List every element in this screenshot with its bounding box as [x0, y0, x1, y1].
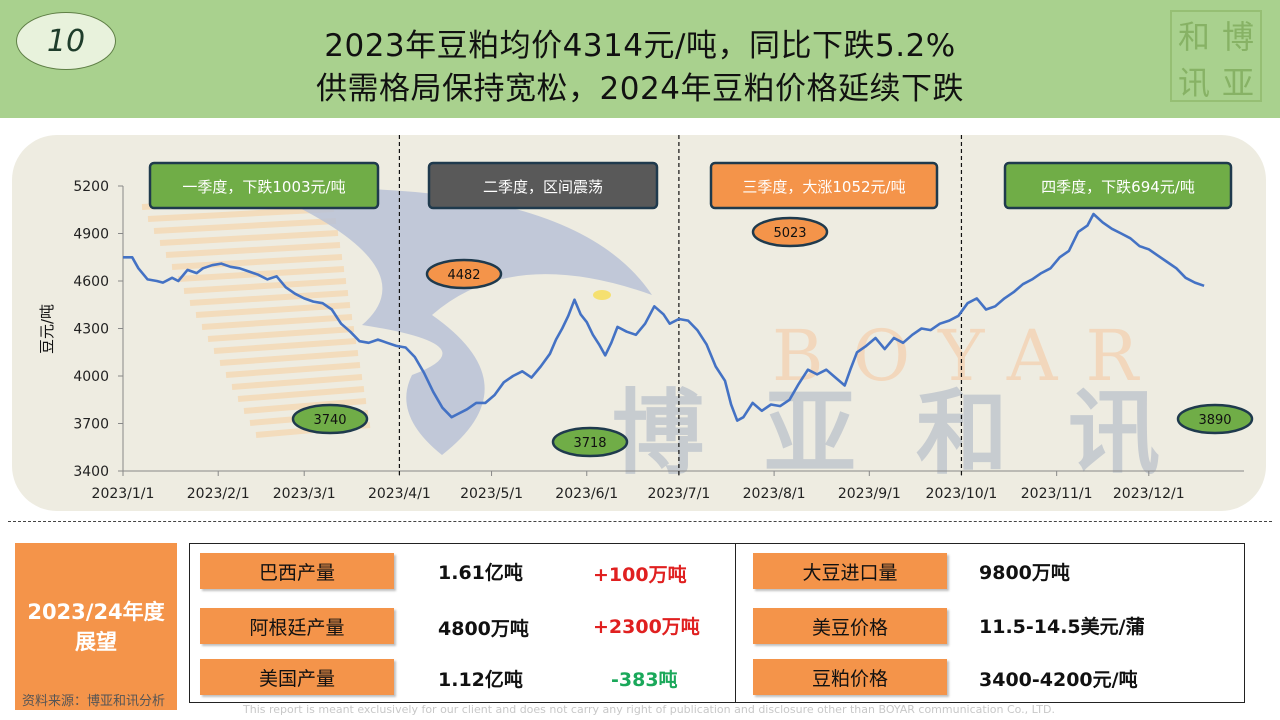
outlook-table: 巴西产量 1.61亿吨 +100万吨 阿根廷产量 4800万吨 +2300万吨 … — [189, 543, 1245, 703]
y-tick-label: 4900 — [73, 227, 109, 243]
watermark-stripe — [159, 230, 339, 246]
x-tick-label: 2023/8/1 — [743, 486, 806, 502]
price-callout-label: 3740 — [313, 413, 346, 428]
x-tick-label: 2023/5/1 — [460, 486, 523, 502]
watermark-stripe — [225, 362, 361, 378]
outlook-label-box: 2023/24年度 展望 — [15, 543, 177, 710]
us-soy-price-tag: 美豆价格 — [753, 608, 947, 644]
watermark-boyar-text: BOYAR — [772, 315, 1166, 397]
watermark-stripe — [201, 314, 353, 330]
brazil-output-change: +100万吨 — [593, 564, 687, 586]
price-callout-label: 4482 — [447, 268, 480, 283]
y-tick-label: 3700 — [73, 417, 109, 433]
outlook-label-line2: 展望 — [75, 629, 117, 654]
seal-char: 和 — [1177, 18, 1210, 56]
soy-import-tag: 大豆进口量 — [753, 553, 947, 589]
page-title-line1: 2023年豆粕均价4314元/吨，同比下跌5.2% — [324, 28, 956, 64]
watermark-stripe — [237, 386, 365, 402]
price-callout-ellipse — [425, 258, 503, 290]
watermark-stripe — [177, 266, 345, 282]
argentina-output-change: +2300万吨 — [593, 616, 700, 638]
seal-char: 亚 — [1221, 64, 1254, 102]
disclaimer-text: This report is meant exclusively for our… — [243, 703, 1055, 716]
watermark-stripe — [189, 290, 349, 306]
us-output-change: -383吨 — [611, 669, 678, 691]
watermark-cn-text: 博亚和讯 — [612, 379, 1220, 487]
y-tick-label: 4300 — [73, 322, 109, 338]
watermark-stripe — [231, 374, 363, 390]
brazil-output-tag: 巴西产量 — [200, 553, 394, 589]
y-tick-label: 4600 — [73, 274, 109, 290]
watermark-stripe — [183, 278, 347, 294]
price-callout-ellipse — [551, 426, 629, 458]
header-banner: 10 2023年豆粕均价4314元/吨，同比下跌5.2% 供需格局保持宽松，20… — [0, 0, 1280, 118]
meal-price-tag: 豆粕价格 — [753, 659, 947, 695]
quarter-label-text: 二季度，区间震荡 — [483, 178, 603, 196]
quarter-label-box — [427, 161, 659, 210]
watermark-stripe — [219, 350, 359, 366]
us-soy-price-value: 11.5-14.5美元/蒲 — [979, 616, 1145, 638]
x-tick-label: 2023/3/1 — [273, 486, 336, 502]
boyar-seal-logo: 和 博 讯 亚 — [1170, 10, 1262, 102]
y-tick-label: 5200 — [73, 179, 109, 195]
x-tick-label: 2023/4/1 — [368, 486, 431, 502]
outlook-label-line1: 2023/24年度 — [27, 599, 165, 624]
seal-char: 讯 — [1177, 64, 1210, 102]
watermark-group — [141, 188, 652, 456]
x-tick-label: 2023/6/1 — [555, 486, 618, 502]
x-tick-label: 2023/7/1 — [647, 486, 710, 502]
quarter-label-box — [148, 161, 380, 210]
quarter-label-box — [1003, 161, 1233, 210]
quarter-label-text: 一季度，下跌1003元/吨 — [182, 178, 345, 196]
section-divider — [8, 521, 1272, 522]
watermark-stripe — [153, 218, 337, 234]
watermark-stripe — [213, 338, 357, 354]
seal-char: 博 — [1221, 18, 1254, 56]
argentina-output-tag: 阿根廷产量 — [200, 608, 394, 644]
quarter-label-text: 三季度，大涨1052元/吨 — [742, 178, 905, 196]
x-tick-label: 2023/9/1 — [838, 486, 901, 502]
price-callout-ellipse — [751, 216, 829, 248]
quarter-label-text: 四季度，下跌694元/吨 — [1041, 178, 1195, 196]
watermark-stripe — [165, 242, 341, 258]
brazil-output-value: 1.61亿吨 — [438, 562, 523, 584]
price-callout-label: 5023 — [773, 226, 806, 241]
chart-panel: BOYAR 博亚和讯 5200 4900 4600 4300 4000 3700 3400 豆元/… — [12, 135, 1266, 511]
x-tick-label: 2023/12/1 — [1113, 486, 1185, 502]
argentina-output-value: 4800万吨 — [438, 618, 529, 640]
watermark-stripe — [147, 206, 335, 222]
y-tick-label: 4000 — [73, 369, 109, 385]
x-tick-label: 2023/2/1 — [187, 486, 250, 502]
price-callout-label: 3718 — [573, 436, 606, 451]
watermark-stripe — [171, 254, 343, 270]
x-tick-label: 2023/1/1 — [92, 486, 155, 502]
soy-import-value: 9800万吨 — [979, 562, 1070, 584]
source-note: 资料来源：博亚和讯分析 — [22, 694, 166, 709]
quarter-label-box — [709, 161, 939, 210]
y-tick-label: 3400 — [73, 464, 109, 480]
us-output-tag: 美国产量 — [200, 659, 394, 695]
price-callout-ellipse — [291, 403, 369, 435]
y-axis-label: 豆元/吨 — [38, 304, 56, 354]
watermark-stripe — [243, 398, 367, 414]
x-tick-label: 2023/10/1 — [926, 486, 998, 502]
watermark-stripe — [195, 302, 351, 318]
price-callout-ellipse — [1176, 403, 1254, 435]
watermark-stripe — [207, 326, 355, 342]
page-title-line2: 供需格局保持宽松，2024年豆粕价格延续下跌 — [316, 71, 964, 107]
meal-price-value: 3400-4200元/吨 — [979, 669, 1138, 691]
watermark-bird-shape — [262, 188, 652, 456]
table-divider — [735, 544, 736, 702]
price-callout-label: 3890 — [1198, 413, 1231, 428]
x-tick-label: 2023/11/1 — [1021, 486, 1093, 502]
page-number-badge: 10 — [16, 12, 116, 70]
price-series-line — [123, 212, 1205, 422]
us-output-value: 1.12亿吨 — [438, 669, 523, 691]
watermark-bird-eye — [593, 290, 611, 300]
